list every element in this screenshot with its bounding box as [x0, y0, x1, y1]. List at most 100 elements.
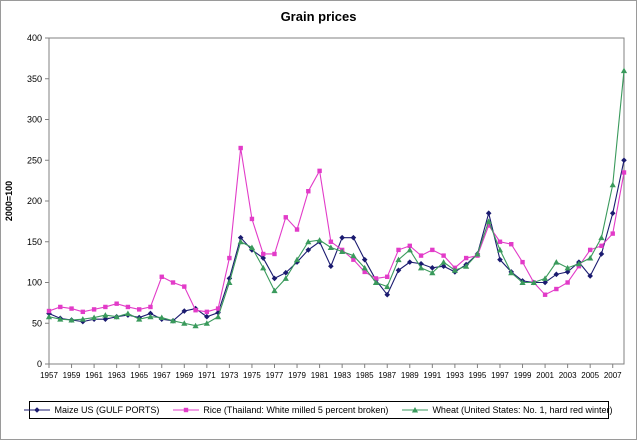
diamond-marker-icon: [204, 313, 210, 320]
triangle-marker-icon: [237, 238, 244, 245]
triangle-marker-icon: [553, 259, 560, 265]
triangle-marker-icon: [192, 322, 199, 329]
x-tick-label: 1963: [108, 371, 126, 380]
x-tick-label: 1971: [198, 371, 216, 380]
diamond-marker-icon: [147, 310, 154, 317]
triangle-marker-icon: [406, 246, 413, 253]
x-tick-label: 2001: [536, 371, 554, 380]
diamond-marker-icon: [429, 265, 436, 271]
diamond-marker-icon: [34, 407, 41, 413]
triangle-marker-icon: [463, 263, 470, 269]
diamond-marker-icon: [598, 251, 605, 257]
square-marker-icon: [80, 309, 86, 315]
square-marker-icon: [184, 407, 189, 413]
x-tick-label: 1989: [401, 371, 419, 380]
diamond-marker-icon: [587, 273, 593, 279]
square-marker-icon: [396, 247, 401, 253]
triangle-marker-icon: [181, 320, 188, 326]
legend-label: Maize US (GULF PORTS): [54, 405, 160, 415]
square-marker-icon: [418, 253, 424, 258]
grain-prices-chart: 0 50 100 150 200 250 300 350 400 1957 1959 1961 1963…: [4, 33, 628, 380]
triangle-marker-icon: [541, 275, 549, 281]
series-line: [48, 147, 625, 313]
y-tick-label: 150: [27, 237, 42, 247]
diamond-marker-icon: [361, 256, 368, 263]
square-marker-icon: [373, 276, 379, 281]
diamond-marker-icon: [282, 269, 289, 276]
square-marker-icon: [170, 280, 176, 285]
x-tick-label: 1959: [63, 371, 81, 380]
square-marker-icon: [58, 304, 63, 310]
legend-label: Rice (Thailand: White milled 5 percent b…: [203, 405, 389, 415]
triangle-marker-icon: [327, 244, 334, 250]
y-tick-label: 400: [27, 33, 42, 43]
x-tick-label: 1965: [130, 371, 148, 380]
square-marker-icon: [249, 216, 255, 222]
square-marker-icon: [215, 306, 221, 311]
diamond-marker-icon: [339, 234, 345, 241]
triangle-marker-icon: [90, 314, 98, 321]
x-tick-label: 1997: [491, 371, 509, 380]
triangle-marker-icon: [412, 407, 419, 413]
y-tick-label: 50: [32, 318, 42, 328]
triangle-marker-icon: [598, 234, 605, 241]
square-marker-icon: [599, 243, 604, 249]
square-marker-icon: [542, 292, 548, 297]
square-marker-icon: [317, 168, 322, 174]
legend-square-icon: [173, 407, 200, 413]
triangle-marker-icon: [169, 317, 177, 324]
legend-item-square: Rice (Thailand: White milled 5 percent b…: [173, 405, 388, 415]
square-marker-icon: [385, 274, 390, 279]
diamond-marker-icon: [418, 260, 424, 267]
legend-triangle-icon: [402, 407, 429, 413]
triangle-marker-icon: [564, 264, 571, 271]
x-tick-label: 1961: [85, 371, 103, 380]
diamond-marker-icon: [406, 259, 413, 265]
square-marker-icon: [565, 280, 570, 285]
diamond-marker-icon: [305, 247, 312, 253]
x-tick-label: 1981: [311, 371, 329, 380]
diamond-marker-icon: [237, 234, 244, 241]
triangle-marker-icon: [215, 313, 222, 320]
diamond-marker-icon: [260, 255, 267, 261]
square-marker-icon: [69, 306, 74, 311]
triangle-marker-icon: [282, 275, 289, 281]
diamond-marker-icon: [395, 267, 402, 274]
triangle-marker-icon: [508, 269, 515, 276]
legend-diamond-icon: [24, 407, 51, 413]
triangle-marker-icon: [124, 310, 132, 316]
triangle-marker-icon: [68, 316, 75, 323]
triangle-marker-icon: [496, 246, 504, 253]
triangle-marker-icon: [440, 259, 447, 265]
square-marker-icon: [362, 269, 367, 275]
square-marker-icon: [103, 304, 108, 310]
triangle-marker-icon: [361, 264, 368, 271]
triangle-marker-icon: [587, 255, 594, 261]
x-tick-label: 1979: [288, 371, 306, 380]
legend-item-triangle: Wheat (United States: No. 1, hard red wi…: [402, 405, 613, 415]
square-marker-icon: [587, 247, 593, 253]
x-tick-label: 1977: [266, 371, 284, 380]
diamond-marker-icon: [102, 316, 109, 322]
square-marker-icon: [283, 215, 288, 220]
x-tick-label: 1985: [356, 371, 374, 380]
diamond-marker-icon: [226, 275, 233, 282]
triangle-marker-icon: [485, 218, 492, 224]
square-marker-icon: [306, 189, 311, 194]
square-marker-icon: [497, 239, 503, 244]
square-marker-icon: [193, 308, 198, 313]
x-tick-label: 1993: [446, 371, 464, 380]
square-marker-icon: [136, 307, 142, 312]
y-tick-label: 0: [37, 359, 42, 369]
square-marker-icon: [486, 223, 491, 228]
x-tick-label: 1973: [220, 371, 238, 380]
triangle-marker-icon: [57, 316, 64, 322]
square-marker-icon: [272, 251, 277, 257]
x-tick-label: 2007: [604, 371, 622, 380]
triangle-marker-icon: [158, 314, 165, 321]
square-marker-icon: [441, 253, 446, 258]
triangle-marker-icon: [305, 238, 312, 245]
x-tick-label: 1995: [469, 371, 487, 380]
triangle-marker-icon: [417, 264, 425, 271]
